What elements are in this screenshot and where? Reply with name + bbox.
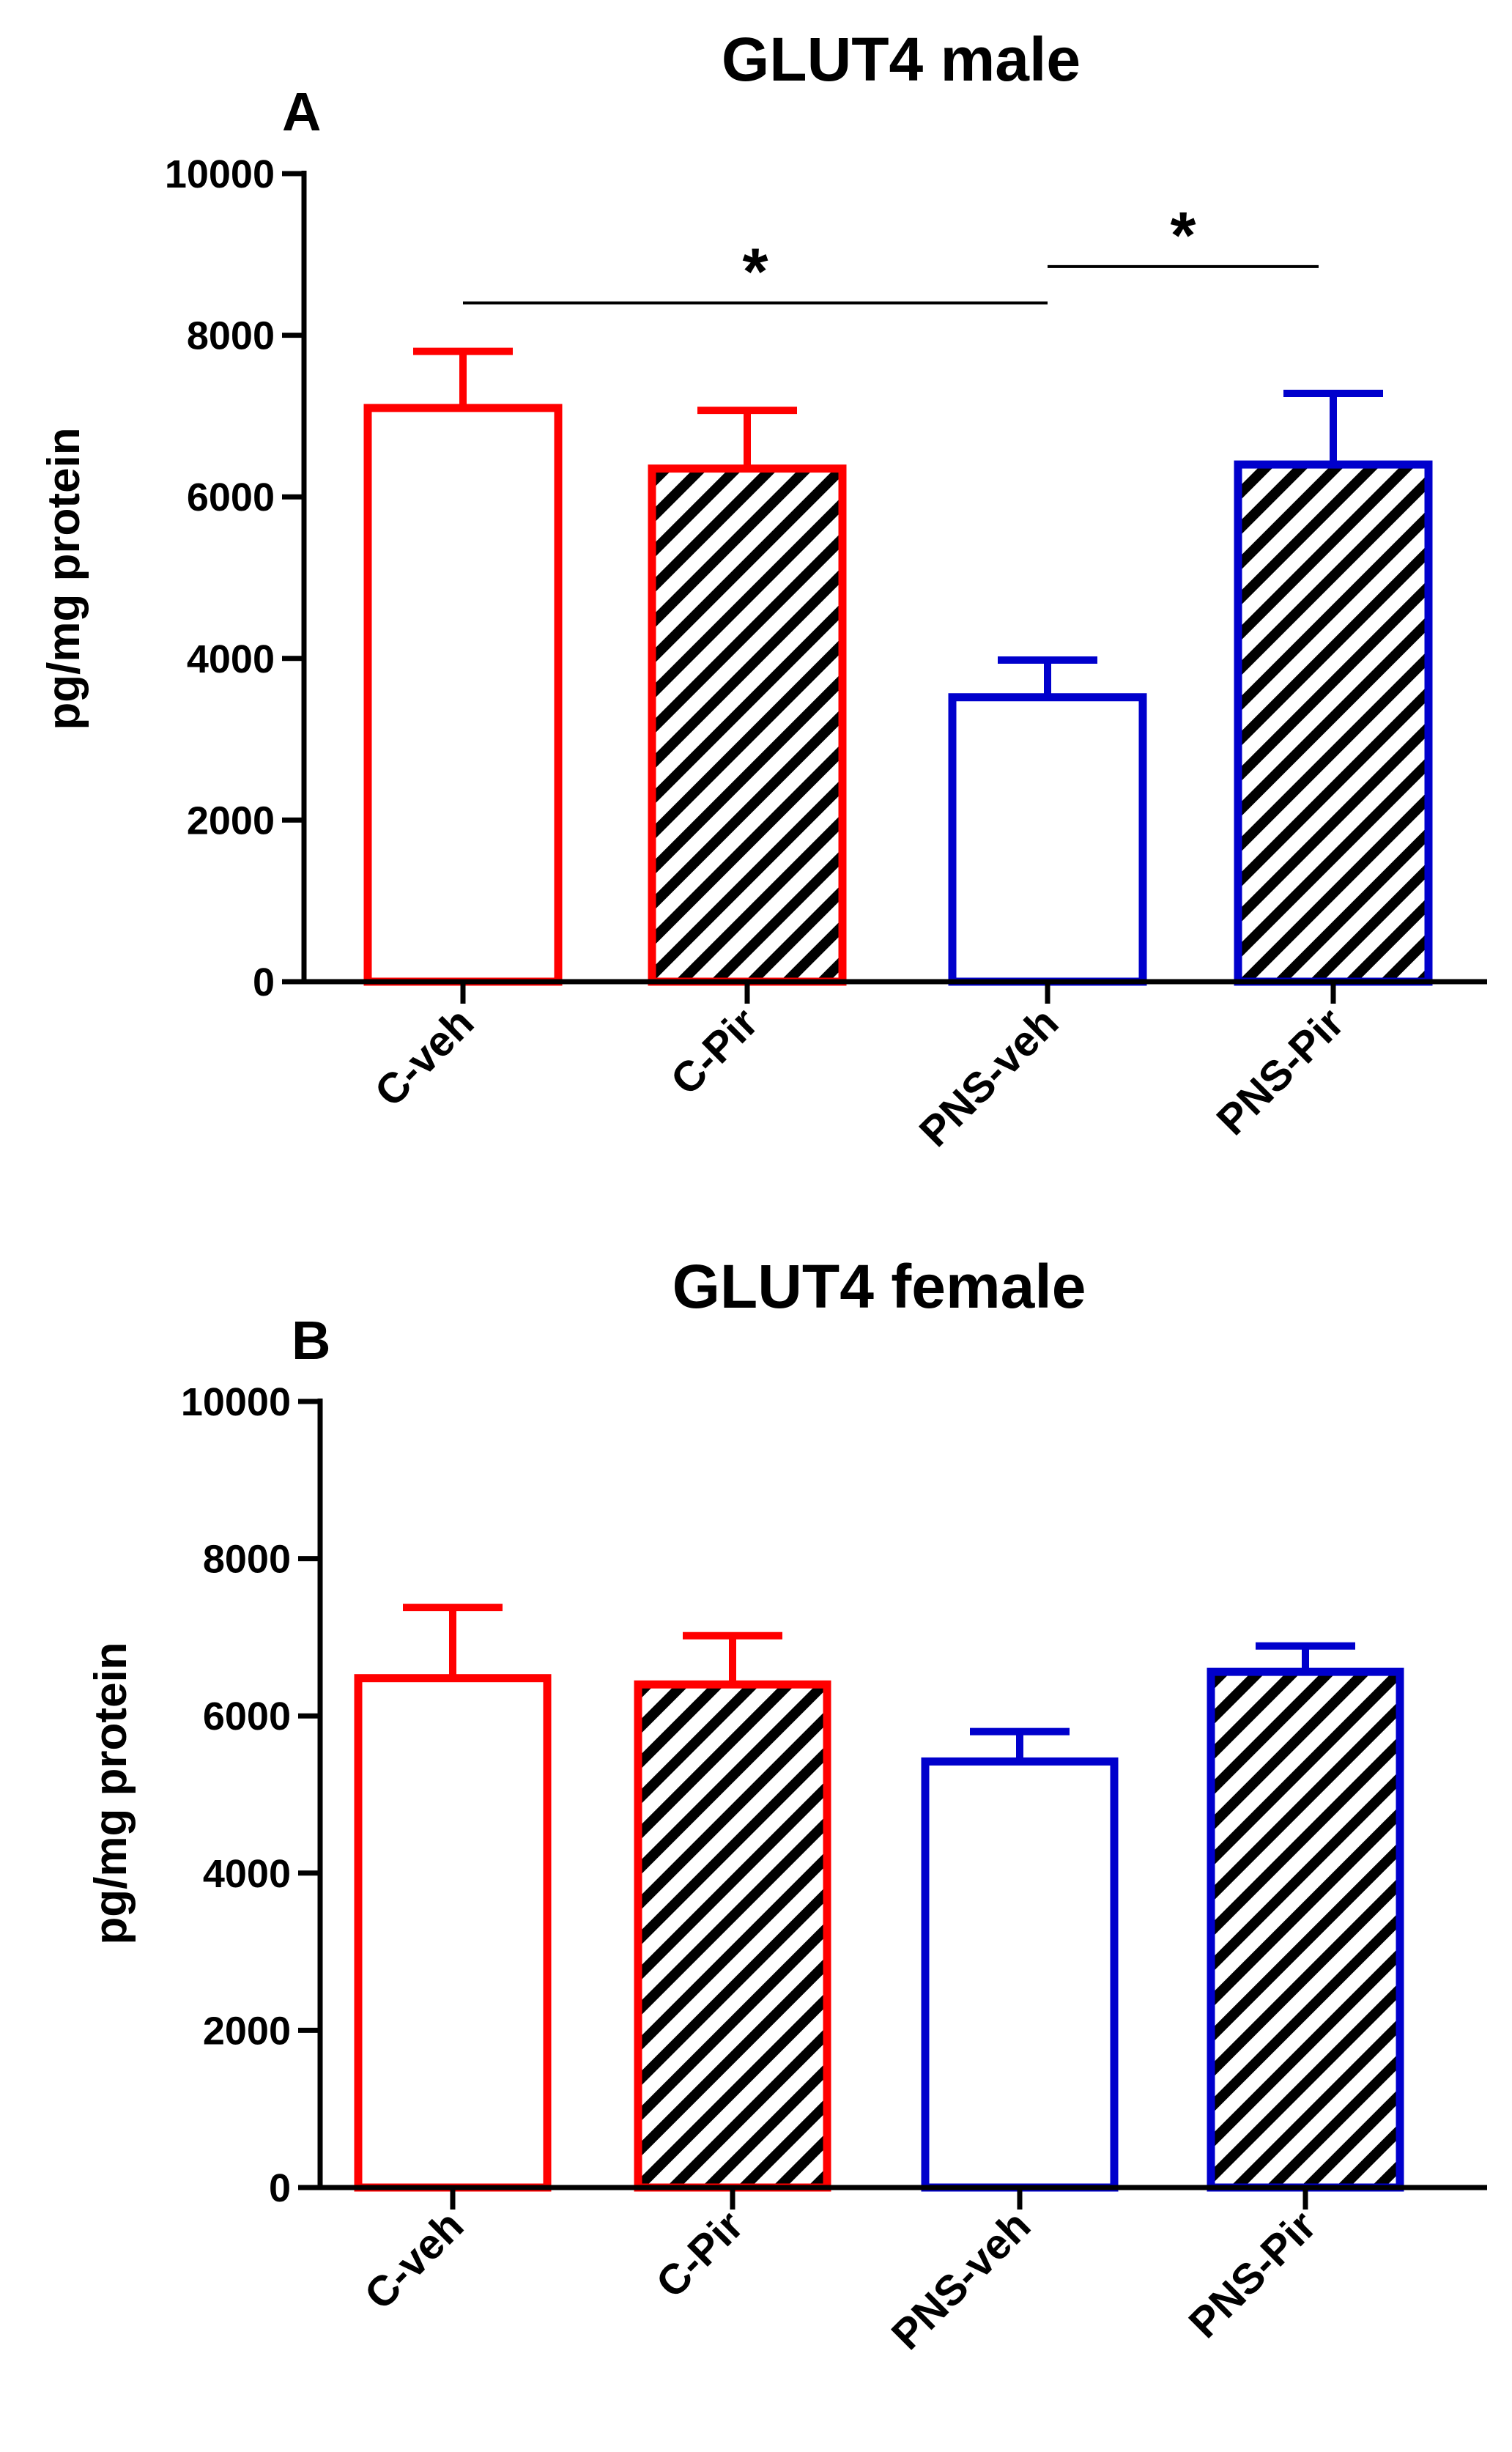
x-category-label: C-veh [355,2201,472,2319]
x-category-label: PNS-veh [883,2201,1040,2359]
y-tick-label: 10000 [165,152,275,196]
bar-pns-pir [1234,460,1433,986]
panel-a-x-labels: C-veh C-Pir PNS-veh PNS-Pir [366,999,1353,1156]
bar-pns-veh [948,693,1147,986]
x-category-label: C-veh [366,999,483,1116]
panel-b-x-labels: C-veh C-Pir PNS-veh PNS-Pir [355,2201,1325,2359]
bar-pns-veh [921,1757,1119,2192]
y-tick-label: 0 [253,960,275,1004]
significance-star: * [742,235,768,308]
panel-a-letter: A [282,81,321,142]
panel-b-title: GLUT4 female [672,1252,1086,1321]
y-tick-label: 2000 [187,799,275,842]
y-tick-label: 4000 [187,637,275,681]
bar-c-veh [363,404,563,986]
x-category-label: C-Pir [647,2201,752,2307]
bar-pns-pir [1207,1667,1404,2192]
y-tick-label: 6000 [187,475,275,519]
y-tick-label: 8000 [203,1538,291,1582]
panel-b-chart: GLUT4 female B pg/mg protein 0 2000 4000 60… [86,1252,1487,2359]
y-tick-label: 8000 [187,314,275,358]
panel-a-bars [363,347,1433,986]
y-tick-label: 4000 [203,1852,291,1896]
x-category-label: PNS-Pir [1180,2201,1326,2347]
significance-star: * [1170,199,1196,273]
panel-b-bars [354,1604,1404,2192]
y-tick-label: 6000 [203,1694,291,1738]
y-tick-label: 0 [269,2166,291,2210]
panel-a-y-axis-label: pg/mg protein [39,427,89,730]
bar-c-veh [354,1674,552,2192]
panel-a-significance: * * [463,199,1319,308]
x-category-label: PNS-Pir [1208,999,1354,1144]
panel-a-axes [301,171,1487,1004]
bar-c-pir [648,464,847,986]
bar-c-pir [634,1680,831,2192]
panel-a-title: GLUT4 male [722,25,1081,94]
panel-a-chart: GLUT4 male A pg/mg protein 0 2000 4000 6000… [39,25,1487,1156]
y-tick-label: 2000 [203,2009,291,2053]
y-tick-label: 10000 [181,1380,291,1424]
panel-b-axes [317,1399,1487,2210]
x-category-label: C-Pir [662,999,767,1104]
panel-b-letter: B [292,1310,330,1371]
panel-a-y-ticks: 0 2000 4000 6000 8000 10000 [165,152,304,1004]
panel-b-y-ticks: 0 2000 4000 6000 8000 10000 [181,1380,320,2210]
panel-b-y-axis-label: pg/mg protein [86,1642,136,1944]
x-category-label: PNS-veh [911,999,1068,1156]
